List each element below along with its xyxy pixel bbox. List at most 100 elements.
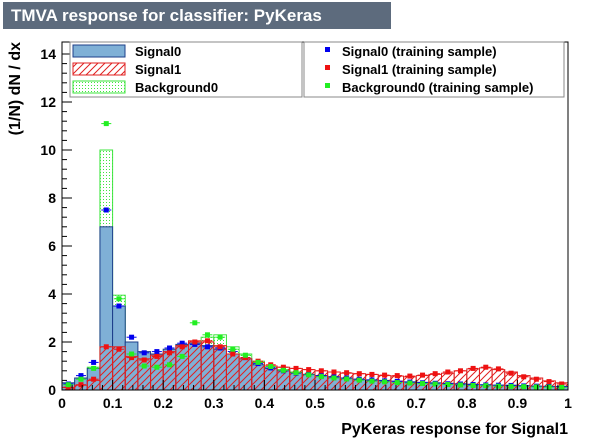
point-signal1-training-sample--38 [544, 379, 555, 385]
point-background0-training-sample--5 [126, 351, 137, 357]
legend-swatch-signal1 [72, 62, 126, 76]
x-axis-label: PyKeras response for Signal1 [341, 421, 568, 438]
point-signal1-training-sample--31 [455, 368, 466, 374]
bar-signal1-12 [213, 345, 227, 391]
y-tick-label-7: 14 [40, 46, 56, 62]
bar-signal1-13 [225, 353, 240, 391]
point-background0-training-sample--2 [88, 365, 99, 371]
point-signal1-training-sample--26 [392, 373, 403, 379]
point-signal0-training-sample--4 [113, 303, 124, 309]
point-signal1-training-sample--3 [101, 344, 112, 350]
point-background0-training-sample--4 [113, 296, 124, 302]
bar-signal1-7 [150, 354, 164, 391]
point-signal0-training-sample--1 [75, 373, 86, 379]
bar-signal1-4 [112, 346, 126, 391]
point-background0-training-sample--28 [417, 381, 428, 387]
y-axis-label: (1/N) dN / dx [7, 42, 24, 135]
point-signal1-training-sample--8 [164, 350, 175, 356]
bar-signal1-8 [162, 351, 177, 391]
y-tick-label-3: 6 [48, 238, 56, 254]
point-background0-training-sample--9 [177, 353, 188, 359]
point-signal0-training-sample--3 [101, 207, 112, 213]
point-signal1-training-sample--23 [354, 371, 365, 377]
chart-title: TMVA response for classifier: PyKeras [3, 2, 391, 29]
point-background0-training-sample--13 [227, 346, 238, 352]
point-signal1-training-sample--11 [202, 338, 213, 344]
point-background0-training-sample--17 [278, 367, 289, 373]
point-signal1-training-sample--21 [328, 369, 339, 375]
legend-right: Signal0 (training sample) Signal1 (train… [303, 41, 565, 98]
point-signal1-training-sample--13 [227, 351, 238, 357]
point-background0-training-sample--7 [151, 364, 162, 370]
point-signal1-training-sample--33 [480, 364, 491, 370]
legend-right-box [303, 41, 565, 98]
point-background0-training-sample--14 [240, 352, 251, 358]
y-tick-label-1: 2 [48, 334, 56, 350]
point-background0-training-sample--34 [493, 383, 504, 389]
point-background0-training-sample--1 [75, 376, 86, 382]
point-signal1-training-sample--2 [88, 376, 99, 382]
point-signal1-training-sample--32 [468, 365, 479, 371]
point-background0-training-sample--8 [164, 362, 175, 368]
point-background0-training-sample--10 [189, 320, 200, 326]
point-background0-training-sample--18 [291, 370, 302, 376]
point-background0-training-sample--33 [480, 383, 491, 389]
point-background0-training-sample--30 [442, 381, 453, 387]
point-signal1-training-sample--17 [278, 364, 289, 370]
point-signal1-training-sample--7 [151, 353, 162, 359]
x-tick-label-9: 0.9 [508, 395, 528, 411]
x-tick-label-3: 0.3 [204, 395, 224, 411]
point-background0-training-sample--0 [63, 382, 74, 388]
point-background0-training-sample--6 [139, 363, 150, 369]
point-background0-training-sample--25 [379, 379, 390, 385]
point-signal0-training-sample--7 [151, 349, 162, 355]
point-background0-training-sample--38 [544, 384, 555, 390]
point-background0-training-sample--24 [366, 378, 377, 384]
point-signal1-training-sample--25 [379, 372, 390, 378]
x-tick-label-10: 1 [564, 395, 572, 411]
x-tick-label-4: 0.4 [255, 395, 275, 411]
point-signal1-training-sample--22 [341, 370, 352, 376]
point-background0-training-sample--12 [215, 334, 226, 340]
point-signal1-training-sample--29 [430, 371, 441, 377]
y-tick-label-6: 12 [40, 94, 56, 110]
legend-label-background0: Background0 [135, 80, 218, 95]
histogram-layer [61, 149, 569, 391]
point-background0-training-sample--21 [328, 375, 339, 381]
legend-marker-signal1-training [325, 65, 330, 70]
point-signal0-training-sample--11 [202, 344, 213, 350]
point-background0-training-sample--37 [531, 384, 542, 390]
point-background0-training-sample--29 [430, 381, 441, 387]
point-signal1-training-sample--37 [531, 376, 542, 382]
point-signal1-training-sample--12 [215, 344, 226, 350]
point-signal0-training-sample--9 [177, 340, 188, 346]
point-signal1-training-sample--9 [177, 344, 188, 350]
point-signal1-training-sample--39 [556, 381, 567, 387]
x-tick-label-7: 0.7 [406, 395, 426, 411]
y-tick-label-5: 10 [40, 142, 56, 158]
point-background0-training-sample--22 [341, 376, 352, 382]
legend-label-signal0: Signal0 [135, 44, 181, 59]
point-signal1-training-sample--4 [113, 346, 124, 352]
bar-signal1-5 [124, 355, 139, 391]
point-background0-training-sample--20 [316, 374, 327, 380]
bar-signal1-15 [251, 361, 265, 391]
point-signal0-training-sample--8 [164, 345, 175, 351]
point-background0-training-sample--3 [101, 121, 112, 127]
point-signal1-training-sample--24 [366, 371, 377, 377]
point-signal1-training-sample--35 [506, 370, 517, 376]
point-signal0-training-sample--2 [88, 359, 99, 365]
legend-label-signal1: Signal1 [135, 62, 181, 77]
point-background0-training-sample--15 [253, 359, 264, 365]
legend-left: Signal0 Signal1 Background0 [69, 41, 303, 98]
point-background0-training-sample--27 [404, 380, 415, 386]
legend-swatch-signal0 [72, 44, 126, 58]
legend-marker-background0-training [325, 83, 330, 88]
x-tick-label-5: 0.5 [305, 395, 325, 411]
point-signal1-training-sample--27 [404, 373, 415, 379]
y-tick-label-4: 8 [48, 190, 56, 206]
legend-label-signal0-training: Signal0 (training sample) [342, 44, 497, 59]
point-background0-training-sample--31 [455, 382, 466, 388]
